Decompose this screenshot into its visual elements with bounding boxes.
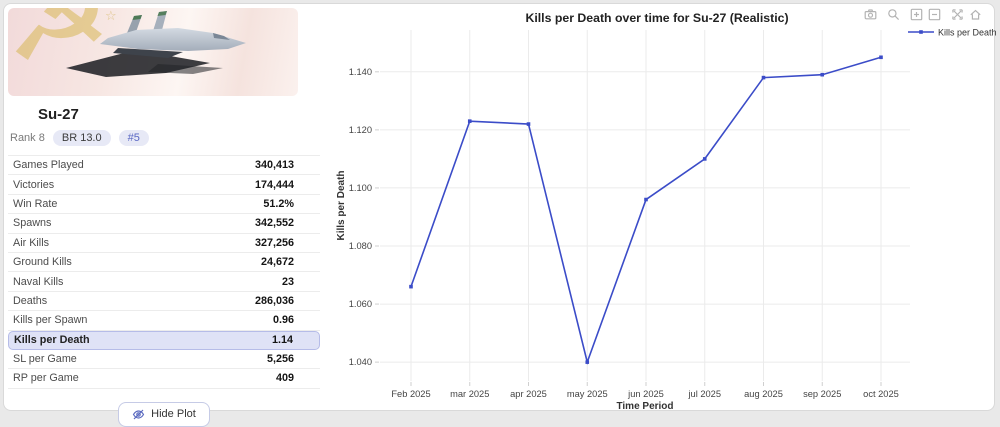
stat-value: 1.14 bbox=[271, 334, 293, 347]
hide-plot-label: Hide Plot bbox=[151, 408, 196, 421]
legend-marker bbox=[919, 30, 923, 34]
su27-jet-illustration bbox=[66, 11, 246, 77]
rank-label: Rank 8 bbox=[10, 132, 45, 144]
x-tick-label: jun 2025 bbox=[627, 389, 664, 399]
y-tick-label: 1.100 bbox=[349, 183, 372, 193]
legend-label[interactable]: Kills per Death bbox=[938, 27, 997, 37]
y-tick-label: 1.080 bbox=[349, 241, 372, 251]
stat-label: Victories bbox=[13, 178, 55, 191]
zoom-in-icon[interactable] bbox=[910, 8, 923, 21]
x-tick-label: jul 2025 bbox=[687, 389, 721, 399]
data-point[interactable] bbox=[409, 284, 413, 289]
x-tick-label: sep 2025 bbox=[803, 389, 841, 399]
stat-value: 0.96 bbox=[272, 314, 294, 327]
stat-label: SL per Game bbox=[13, 353, 77, 366]
stat-label: Deaths bbox=[13, 294, 48, 307]
badge-row: Rank 8 BR 13.0 #5 bbox=[10, 130, 320, 146]
reset-axes-icon[interactable] bbox=[969, 8, 982, 21]
stat-value: 174,444 bbox=[254, 178, 294, 191]
stat-row[interactable]: Games Played 340,413 bbox=[8, 156, 320, 176]
stat-label: Win Rate bbox=[13, 197, 58, 210]
stat-label: Air Kills bbox=[13, 236, 49, 249]
stat-value: 23 bbox=[281, 275, 294, 288]
stat-value: 340,413 bbox=[254, 159, 294, 172]
x-axis-title: Time Period bbox=[616, 401, 673, 412]
data-point[interactable] bbox=[585, 360, 590, 364]
data-point[interactable] bbox=[644, 197, 648, 202]
data-point[interactable] bbox=[879, 55, 883, 60]
stat-value: 24,672 bbox=[260, 256, 294, 269]
zoom-icon[interactable] bbox=[887, 8, 900, 21]
stat-row[interactable]: Win Rate 51.2% bbox=[8, 195, 320, 215]
stat-label: Spawns bbox=[13, 217, 52, 230]
stat-row[interactable]: Kills per Death 1.14 bbox=[8, 330, 320, 350]
stat-label: Ground Kills bbox=[13, 256, 72, 269]
x-tick-label: may 2025 bbox=[567, 389, 608, 399]
stat-row[interactable]: Air Kills 327,256 bbox=[8, 234, 320, 253]
stat-value: 5,256 bbox=[266, 353, 294, 366]
vehicle-image: ☭ ☆ bbox=[8, 8, 298, 96]
stat-row[interactable]: Naval Kills 23 bbox=[8, 272, 320, 292]
rank-position-badge: #5 bbox=[118, 130, 149, 146]
y-tick-label: 1.060 bbox=[349, 299, 372, 309]
stat-value: 327,256 bbox=[254, 236, 294, 249]
x-tick-label: oct 2025 bbox=[863, 389, 899, 399]
stat-label: Kills per Death bbox=[14, 334, 90, 347]
y-axis-title: Kills per Death bbox=[336, 170, 347, 240]
data-point[interactable] bbox=[526, 122, 531, 126]
stat-row[interactable]: Kills per Spawn 0.96 bbox=[8, 311, 320, 331]
stat-value: 51.2% bbox=[263, 197, 294, 210]
stat-label: Games Played bbox=[13, 159, 84, 172]
vehicle-panel: ☭ ☆ Su-27 Rank 8 BR 13.0 #5 Games Played… bbox=[8, 8, 320, 427]
kd-over-time-chart[interactable]: 1.040 1.060 1.080 1.100 1.120 1.140 Feb 2025 ma… bbox=[332, 6, 997, 412]
chart-modebar bbox=[864, 8, 982, 21]
stat-label: RP per Game bbox=[13, 372, 79, 385]
camera-icon[interactable] bbox=[864, 8, 877, 21]
data-point[interactable] bbox=[820, 72, 825, 77]
stat-value: 286,036 bbox=[254, 294, 294, 307]
x-tick-label: apr 2025 bbox=[510, 389, 547, 399]
y-tick-label: 1.120 bbox=[349, 125, 372, 135]
star-icon: ☆ bbox=[105, 9, 117, 24]
stat-value: 409 bbox=[275, 372, 294, 385]
x-tick-label: mar 2025 bbox=[450, 389, 489, 399]
data-point[interactable] bbox=[761, 75, 766, 80]
stats-table: Games Played 340,413 Victories 174,444 Win R… bbox=[8, 155, 320, 389]
br-badge: BR 13.0 bbox=[52, 130, 111, 146]
vehicle-name: Su-27 bbox=[38, 106, 79, 123]
eye-off-icon bbox=[132, 408, 145, 421]
chart-title: Kills per Death over time for Su-27 (Rea… bbox=[525, 11, 788, 25]
data-point[interactable] bbox=[467, 119, 472, 123]
stat-label: Kills per Spawn bbox=[13, 314, 88, 327]
x-tick-label: Feb 2025 bbox=[391, 389, 430, 399]
stat-row[interactable]: Deaths 286,036 bbox=[8, 292, 320, 312]
stat-row[interactable]: RP per Game 409 bbox=[8, 369, 320, 389]
autoscale-icon[interactable] bbox=[951, 8, 964, 21]
chart-plot-area[interactable]: 1.040 1.060 1.080 1.100 1.120 1.140 Feb 2025 ma… bbox=[332, 6, 997, 412]
stat-row[interactable]: Spawns 342,552 bbox=[8, 214, 320, 234]
stat-row[interactable]: Ground Kills 24,672 bbox=[8, 253, 320, 273]
y-tick-label: 1.040 bbox=[349, 357, 372, 367]
hide-plot-button[interactable]: Hide Plot bbox=[118, 401, 210, 427]
zoom-out-icon[interactable] bbox=[928, 8, 941, 21]
data-point[interactable] bbox=[702, 157, 707, 161]
stat-label: Naval Kills bbox=[13, 275, 64, 288]
stat-value: 342,552 bbox=[254, 217, 294, 230]
y-tick-label: 1.140 bbox=[349, 67, 372, 77]
stat-row[interactable]: SL per Game 5,256 bbox=[8, 350, 320, 370]
stat-row[interactable]: Victories 174,444 bbox=[8, 175, 320, 195]
x-tick-label: aug 2025 bbox=[744, 389, 783, 399]
